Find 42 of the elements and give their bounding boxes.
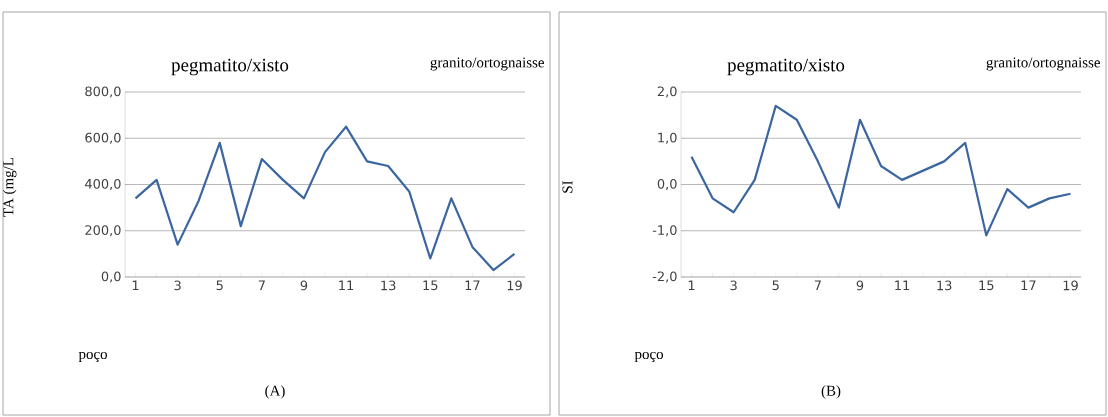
line-series bbox=[134, 125, 516, 272]
x-tick-label: 19 bbox=[507, 280, 522, 291]
x-tick-label: 17 bbox=[465, 280, 480, 290]
x-tick-label: 9 bbox=[856, 280, 864, 291]
y-tick-label: 1,0 bbox=[658, 132, 677, 144]
x-tick-label: 13 bbox=[937, 280, 952, 291]
x-axis-title: poço bbox=[634, 351, 664, 363]
x-tick-label: 7 bbox=[258, 280, 265, 290]
x-tick-label: 9 bbox=[300, 280, 308, 291]
x-tick-label: 13 bbox=[381, 280, 396, 291]
y-tick-label: -1,0 bbox=[652, 225, 677, 237]
text: (A) bbox=[265, 385, 285, 399]
x-tick-label: 11 bbox=[895, 280, 910, 290]
y-tick-label: 2,0 bbox=[657, 86, 677, 98]
y-axis-title: TA (mg/L bbox=[2, 157, 17, 217]
y-tick-label: 600,0 bbox=[85, 132, 121, 144]
x-tick-label: 11 bbox=[339, 280, 354, 290]
y-tick-label: -2,0 bbox=[652, 271, 677, 283]
x-tick-label: 3 bbox=[174, 280, 181, 291]
y-tick-label: 800,0 bbox=[85, 86, 121, 98]
y-tick-label: 0,0 bbox=[101, 271, 121, 283]
x-tick-label: 19 bbox=[1063, 280, 1078, 291]
text: granito/ortognaisse bbox=[986, 57, 1100, 71]
x-tick-label: 15 bbox=[979, 280, 994, 291]
y-tick-label: 400,0 bbox=[85, 178, 121, 191]
text: (B) bbox=[821, 385, 841, 399]
text: pegmatito/xisto bbox=[171, 58, 289, 76]
text: pegmatito/xisto bbox=[727, 58, 845, 76]
x-tick-label: 7 bbox=[814, 280, 821, 290]
line-series bbox=[690, 104, 1072, 237]
y-axis-title: SI bbox=[562, 180, 573, 193]
text: granito/ortognaisse bbox=[430, 57, 544, 71]
y-tick-label: 200,0 bbox=[85, 225, 121, 237]
x-axis-title: poço bbox=[78, 351, 108, 363]
x-tick-label: 5 bbox=[772, 280, 779, 291]
x-tick-label: 5 bbox=[216, 280, 223, 291]
x-tick-label: 17 bbox=[1021, 280, 1036, 290]
x-tick-label: 1 bbox=[132, 280, 139, 290]
x-tick-label: 1 bbox=[688, 280, 695, 290]
x-tick-label: 15 bbox=[423, 280, 438, 291]
y-tick-label: 0,0 bbox=[657, 178, 677, 191]
x-tick-label: 3 bbox=[730, 280, 737, 291]
